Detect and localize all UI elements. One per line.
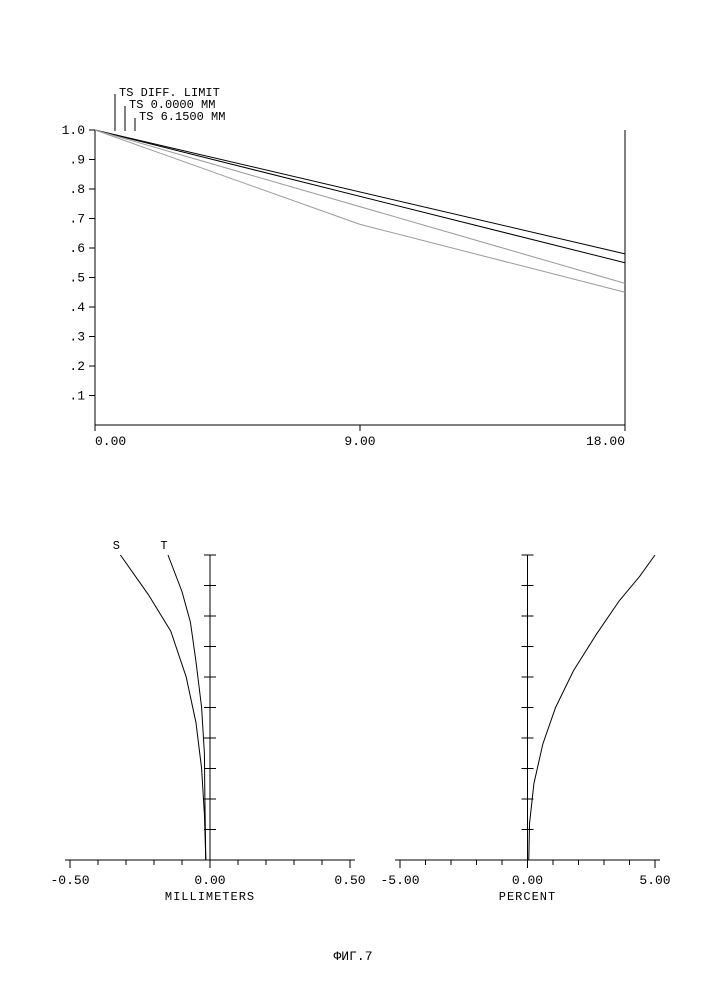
figure-caption: ΦИГ.7 xyxy=(333,949,372,964)
mtf-y-tick-label: .1 xyxy=(69,389,85,404)
mtf-y-tick-label: .6 xyxy=(69,241,85,256)
lower-x-tick-label: -0.50 xyxy=(50,873,89,888)
mtf-x-tick-label: 0.00 xyxy=(95,434,126,449)
mtf-series-diff-limit xyxy=(95,130,625,254)
lower-x-tick-label: 0.00 xyxy=(512,873,543,888)
lower-x-tick-label: 0.00 xyxy=(194,873,225,888)
lower-x-label: PERCENT xyxy=(499,890,556,904)
mtf-series-ts6-s xyxy=(95,130,625,292)
mtf-series-ts0 xyxy=(95,130,625,263)
lower-x-tick-label: -5.00 xyxy=(380,873,419,888)
curve-label-S: S xyxy=(113,539,120,553)
lower-series-T xyxy=(168,555,206,860)
mtf-y-tick-label: .4 xyxy=(69,300,85,315)
mtf-y-tick-label: .2 xyxy=(69,359,85,374)
mtf-label: TS 6.1500 MM xyxy=(139,110,225,124)
mtf-series-ts6-t xyxy=(95,130,625,283)
mtf-y-tick-label: .9 xyxy=(69,153,85,168)
lower-x-label: MILLIMETERS xyxy=(165,890,255,904)
mtf-y-tick-label: 1.0 xyxy=(62,123,85,138)
lower-x-tick-label: 5.00 xyxy=(639,873,670,888)
lower-series-distortion xyxy=(529,555,655,860)
mtf-y-tick-label: .5 xyxy=(69,271,85,286)
mtf-y-tick-label: .8 xyxy=(69,182,85,197)
mtf-x-tick-label: 9.00 xyxy=(344,434,375,449)
lower-x-tick-label: 0.50 xyxy=(334,873,365,888)
mtf-y-tick-label: .3 xyxy=(69,330,85,345)
mtf-y-tick-label: .7 xyxy=(69,212,85,227)
lower-series-S xyxy=(120,555,205,860)
curve-label-T: T xyxy=(160,539,167,553)
mtf-x-tick-label: 18.00 xyxy=(586,434,625,449)
figure-canvas: .1.2.3.4.5.6.7.8.91.00.009.0018.00TS DIF… xyxy=(0,0,707,1000)
